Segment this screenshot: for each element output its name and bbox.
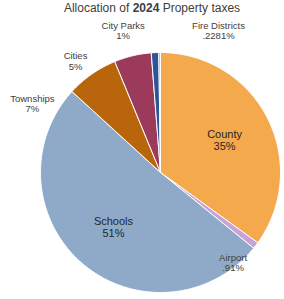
svg-text:County35%: County35% — [207, 128, 242, 152]
svg-text:Cities5%: Cities5% — [64, 50, 88, 71]
html-text:Allocation of 2024 Property ta: Allocation of 2024 Property taxes — [63, 1, 241, 15]
svg-text:Airport.91%: Airport.91% — [219, 252, 247, 273]
svg-text:Townships7%: Townships7% — [10, 93, 55, 114]
svg-text:City Parks1%: City Parks1% — [102, 20, 146, 41]
svg-text:Schools51%: Schools51% — [94, 215, 134, 239]
svg-text:Fire Districts.2281%: Fire Districts.2281% — [192, 20, 245, 41]
